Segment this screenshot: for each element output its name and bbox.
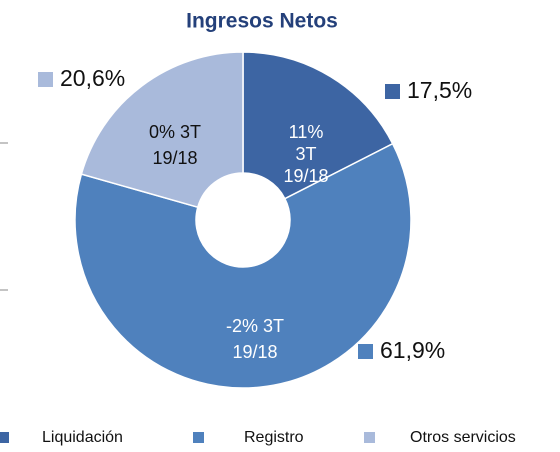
label-marker	[385, 84, 400, 99]
legend-label: Registro	[244, 429, 304, 446]
value-label: 61,9%	[380, 337, 445, 363]
segment-annotation: 19/18	[232, 342, 277, 362]
segment-annotation: 19/18	[283, 166, 328, 186]
donut-segment	[80, 51, 244, 209]
segment-annotation: 11%	[289, 122, 324, 142]
chart-title: Ingresos Netos	[186, 10, 338, 33]
value-label: 17,5%	[407, 77, 472, 103]
legend-marker	[364, 432, 375, 443]
segment-annotation: 0% 3T	[149, 122, 201, 142]
legend-marker	[193, 432, 204, 443]
legend-label: Liquidación	[42, 429, 123, 446]
label-marker	[38, 72, 53, 87]
segment-annotation: 19/18	[152, 148, 197, 168]
segment-annotation: 3T	[295, 144, 316, 164]
legend-label: Otros servicios	[410, 429, 516, 446]
donut-segment	[74, 142, 412, 389]
segment-annotation: -2% 3T	[226, 316, 284, 336]
legend-marker	[0, 432, 9, 443]
value-label: 20,6%	[60, 65, 125, 91]
label-marker	[358, 344, 373, 359]
